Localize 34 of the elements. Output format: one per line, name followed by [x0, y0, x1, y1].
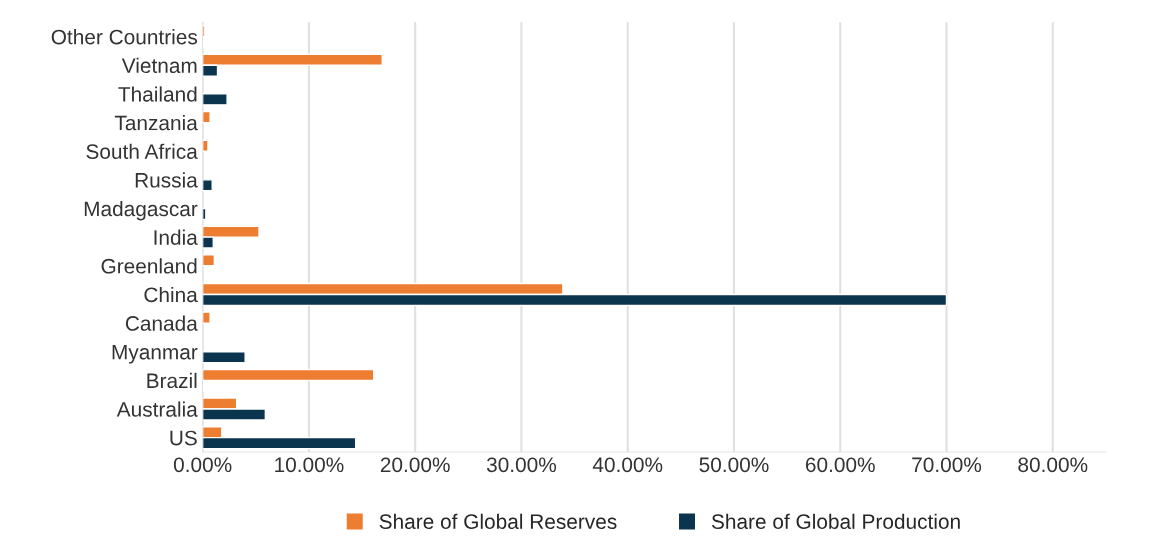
y-tick-label: Myanmar	[112, 344, 198, 364]
x-tick-label: 30.00%	[486, 457, 557, 473]
y-tick-label: South Africa	[86, 143, 198, 159]
y-tick-label: Tanzania	[114, 115, 198, 131]
x-tick-label: 0.00%	[173, 457, 232, 473]
y-tick-label: India	[154, 229, 198, 245]
x-tick-label: 50.00%	[699, 457, 769, 473]
y-tick-label: Canada	[125, 315, 198, 331]
x-tick-label: 10.00%	[275, 457, 344, 473]
y-tick-label: Madagascar	[84, 200, 198, 221]
y-tick-label: Brazil	[147, 372, 197, 389]
bar	[202, 110, 211, 124]
bar	[202, 311, 211, 324]
y-tick-label: Greenland	[101, 258, 197, 274]
y-tick-label: Thailand	[118, 86, 197, 102]
bar	[202, 254, 216, 267]
x-tick-label: 40.00%	[592, 457, 663, 473]
bar	[202, 351, 246, 364]
y-tick-label: Vietnam	[121, 57, 197, 74]
bar	[202, 179, 213, 192]
y-tick-label: Russia	[135, 172, 198, 188]
legend-label: Share of Global Production	[711, 513, 960, 529]
y-tick-label: Australia	[116, 401, 198, 417]
y-tick-label: Other Countries	[51, 29, 198, 45]
x-tick-label: 20.00%	[380, 457, 450, 473]
bar	[202, 139, 209, 152]
y-tick-label: US	[170, 430, 197, 446]
legend-label: Share of Global Reserves	[379, 513, 617, 529]
bar	[202, 93, 228, 106]
y-tick-label: China	[144, 286, 198, 303]
x-tick-label: 80.00%	[1018, 457, 1088, 473]
bar	[202, 207, 207, 221]
x-tick-label: 70.00%	[912, 457, 982, 473]
x-tick-label: 60.00%	[805, 457, 875, 473]
